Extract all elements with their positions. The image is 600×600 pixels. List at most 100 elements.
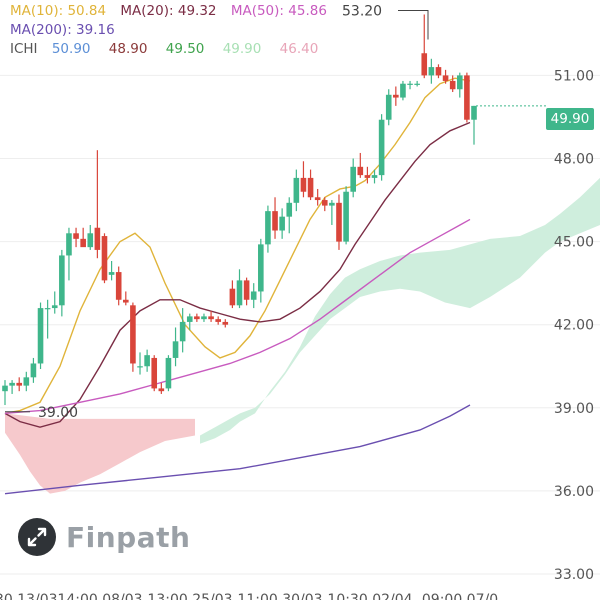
logo-text: Finpath	[66, 520, 191, 554]
candle-body	[208, 316, 214, 320]
candle-body	[300, 177, 307, 192]
annotations: 53.20 39.00	[5, 3, 546, 421]
candle-body	[407, 83, 413, 85]
candle-body	[414, 83, 420, 85]
candle-body	[471, 105, 477, 120]
legend-ichi-4: 49.90	[222, 41, 262, 57]
candle-body	[51, 305, 58, 309]
moving-average-lines	[4, 77, 471, 495]
candle-body	[329, 202, 335, 206]
candle-body	[250, 291, 257, 300]
legend-ma20: MA(20): 49.32	[120, 3, 217, 19]
legend-row-2: MA(200): 39.16	[10, 21, 337, 40]
candle-body	[9, 382, 15, 386]
candle-body	[44, 308, 51, 310]
ichimoku-cloud	[5, 177, 600, 494]
low-annotation: 39.00	[38, 405, 78, 421]
candle-body	[314, 197, 321, 201]
candle-body	[435, 67, 442, 76]
candle-body	[236, 280, 243, 306]
candle-body	[66, 233, 72, 256]
candle-body	[172, 341, 179, 358]
legend-ma10: MA(10): 50.84	[10, 3, 107, 19]
high-leader-line	[398, 9, 429, 40]
candle-body	[371, 175, 378, 178]
finpath-logo: Finpath	[18, 518, 190, 556]
axis-ticks: 33.00 36.00 39.00 42.00 45.00 48.00 51.00 09:30…	[0, 68, 594, 600]
expand-arrows-icon[interactable]	[18, 518, 56, 556]
candle-body	[165, 357, 172, 389]
legend-ichi-2: 48.90	[108, 41, 148, 57]
candle-body	[94, 227, 101, 250]
candle-body	[158, 388, 165, 392]
candle-body	[293, 177, 300, 203]
candle-body	[336, 202, 342, 242]
candle-body	[272, 211, 278, 231]
candle-body	[307, 177, 314, 198]
candle-body	[201, 316, 207, 320]
legend-ichi-3: 49.50	[165, 41, 205, 57]
y-tick-label: 51.00	[554, 68, 594, 84]
candle-body	[321, 200, 328, 206]
bullish-cloud	[200, 177, 600, 444]
candle-body	[30, 363, 37, 378]
candles	[2, 14, 477, 406]
line-ma10	[4, 77, 471, 415]
candle-body	[357, 166, 364, 176]
legend-ma200: MA(200): 39.16	[10, 22, 115, 38]
candle-body	[258, 244, 264, 292]
candle-body	[137, 366, 143, 368]
candle-body	[464, 75, 470, 120]
last-price-tag: 49.90	[546, 108, 594, 130]
candle-body	[37, 308, 44, 364]
legend-ichi-1: 50.90	[51, 41, 91, 57]
candle-body	[243, 280, 250, 300]
candle-body	[286, 202, 293, 217]
candle-body	[23, 377, 30, 386]
x-tick-label: 10:30 02/04	[327, 592, 412, 600]
candle-body	[108, 272, 115, 275]
candle-body	[80, 238, 86, 248]
candle-body	[151, 357, 158, 389]
y-tick-label: 45.00	[554, 235, 594, 251]
line-ma50	[4, 218, 471, 415]
candle-body	[101, 236, 108, 281]
x-tick-label: 09:00 07/0	[422, 592, 498, 600]
legend-ma50: MA(50): 45.86	[230, 3, 327, 19]
legend-ichi-label: ICHI	[10, 41, 38, 57]
candle-body	[393, 94, 399, 98]
candle-body	[179, 321, 186, 342]
candle-body	[130, 305, 136, 364]
candle-body	[364, 175, 371, 178]
candle-body	[265, 211, 271, 245]
candle-body	[16, 382, 23, 386]
y-tick-label: 33.00	[554, 567, 594, 583]
line-ma20	[4, 121, 471, 428]
y-tick-label: 36.00	[554, 484, 594, 500]
candle-body	[279, 216, 285, 231]
candle-body	[222, 321, 229, 325]
candle-body	[343, 191, 349, 242]
x-tick-label: 09:30 13/03	[0, 592, 58, 600]
x-tick-label: 14:00 08/03	[57, 592, 142, 600]
grid-lines	[0, 74, 600, 575]
candle-body	[428, 67, 435, 76]
candle-body	[115, 272, 122, 300]
candle-body	[186, 316, 193, 322]
candle-body	[400, 83, 406, 98]
candle-body	[378, 119, 385, 176]
bearish-cloud	[5, 413, 195, 494]
y-tick-label: 48.00	[554, 152, 594, 168]
candle-body	[350, 166, 356, 192]
candle-body	[385, 94, 392, 120]
candle-body	[421, 53, 428, 76]
x-tick-label: 11:00 30/03	[237, 592, 322, 600]
x-tick-label: 13:00 25/03	[147, 592, 232, 600]
legend-row-1: MA(10): 50.84 MA(20): 49.32 MA(50): 45.8…	[10, 2, 337, 21]
candle-body	[229, 288, 236, 306]
candle-body	[2, 385, 8, 392]
candle-body	[456, 75, 463, 90]
candle-body	[442, 75, 449, 81]
candle-body	[194, 316, 200, 320]
